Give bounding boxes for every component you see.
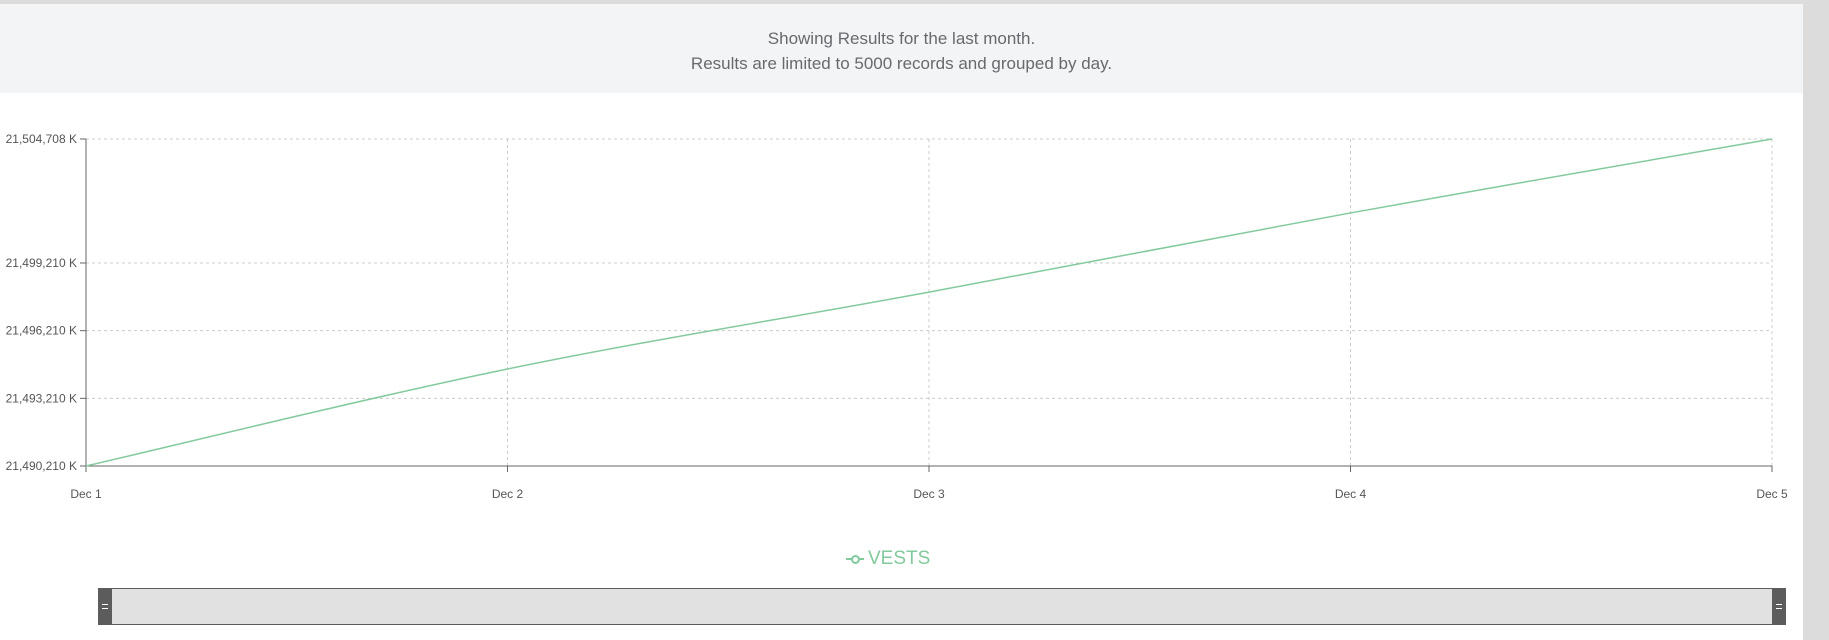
x-tick-label: Dec 2 (492, 487, 524, 501)
brush-handle-left[interactable] (98, 588, 112, 625)
legend-line-icon (846, 553, 864, 565)
page-scrollbar[interactable] (1803, 0, 1829, 640)
y-tick-label: 21,496,210 K (6, 324, 77, 338)
results-info-banner: Showing Results for the last month. Resu… (0, 4, 1803, 93)
range-brush[interactable] (98, 588, 1786, 625)
brush-handle-right[interactable] (1772, 588, 1786, 625)
results-limit-text: Results are limited to 5000 records and … (690, 54, 1113, 73)
chart-legend[interactable]: VESTS (846, 546, 930, 572)
y-tick-label: 21,504,708 K (6, 132, 77, 146)
x-tick-label: Dec 1 (70, 487, 102, 501)
results-period-text: Showing Results for the last month. (767, 29, 1036, 48)
grip-icon (102, 604, 108, 609)
y-tick-label: 21,499,210 K (6, 256, 77, 270)
x-tick-label: Dec 4 (1335, 487, 1367, 501)
x-tick-label: Dec 5 (1756, 487, 1788, 501)
y-tick-label: 21,490,210 K (6, 459, 77, 473)
chart-panel: Showing Results for the last month. Resu… (0, 4, 1803, 640)
x-tick-label: Dec 3 (913, 487, 945, 501)
y-tick-label: 21,493,210 K (6, 391, 77, 405)
legend-label-vests: VESTS (868, 548, 931, 569)
grip-icon (1776, 604, 1782, 609)
